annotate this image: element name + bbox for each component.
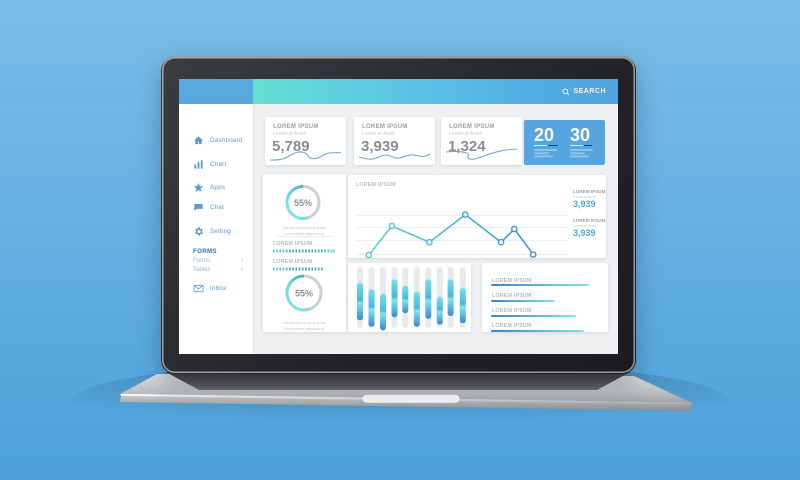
svg-text:55%: 55% xyxy=(295,288,313,298)
svg-text:55%: 55% xyxy=(294,198,312,208)
